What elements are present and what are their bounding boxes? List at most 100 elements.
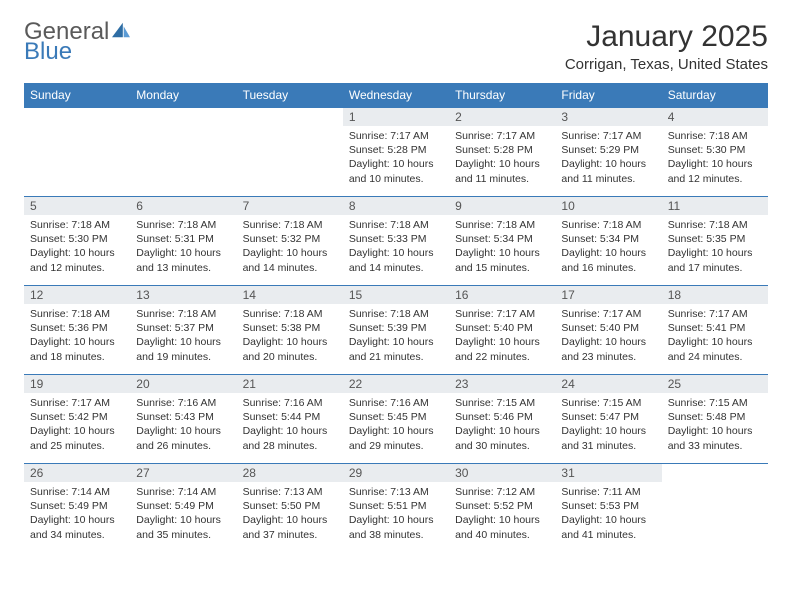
calendar-cell: 27Sunrise: 7:14 AMSunset: 5:49 PMDayligh… xyxy=(130,464,236,553)
calendar-cell: 10Sunrise: 7:18 AMSunset: 5:34 PMDayligh… xyxy=(555,197,661,286)
day-number: 4 xyxy=(662,108,768,126)
day-number: 30 xyxy=(449,464,555,482)
day-number: 25 xyxy=(662,375,768,393)
calendar-cell: 9Sunrise: 7:18 AMSunset: 5:34 PMDaylight… xyxy=(449,197,555,286)
day-content: Sunrise: 7:18 AMSunset: 5:30 PMDaylight:… xyxy=(662,126,768,190)
day-number: 28 xyxy=(237,464,343,482)
day-number: 11 xyxy=(662,197,768,215)
calendar-week: 26Sunrise: 7:14 AMSunset: 5:49 PMDayligh… xyxy=(24,464,768,553)
logo: GeneralBlue xyxy=(24,20,132,64)
day-number: 22 xyxy=(343,375,449,393)
day-number: 29 xyxy=(343,464,449,482)
day-header: Monday xyxy=(130,83,236,108)
day-header: Friday xyxy=(555,83,661,108)
day-number: 10 xyxy=(555,197,661,215)
day-content: Sunrise: 7:12 AMSunset: 5:52 PMDaylight:… xyxy=(449,482,555,546)
day-number: 26 xyxy=(24,464,130,482)
calendar-cell: 12Sunrise: 7:18 AMSunset: 5:36 PMDayligh… xyxy=(24,286,130,375)
day-number: 17 xyxy=(555,286,661,304)
day-number: 13 xyxy=(130,286,236,304)
day-header: Wednesday xyxy=(343,83,449,108)
calendar-cell xyxy=(237,108,343,197)
day-content: Sunrise: 7:18 AMSunset: 5:36 PMDaylight:… xyxy=(24,304,130,368)
calendar-cell xyxy=(24,108,130,197)
calendar-cell: 18Sunrise: 7:17 AMSunset: 5:41 PMDayligh… xyxy=(662,286,768,375)
day-content: Sunrise: 7:18 AMSunset: 5:35 PMDaylight:… xyxy=(662,215,768,279)
calendar-cell: 14Sunrise: 7:18 AMSunset: 5:38 PMDayligh… xyxy=(237,286,343,375)
day-content: Sunrise: 7:16 AMSunset: 5:45 PMDaylight:… xyxy=(343,393,449,457)
day-number: 7 xyxy=(237,197,343,215)
day-content: Sunrise: 7:16 AMSunset: 5:43 PMDaylight:… xyxy=(130,393,236,457)
calendar-cell: 28Sunrise: 7:13 AMSunset: 5:50 PMDayligh… xyxy=(237,464,343,553)
day-number: 9 xyxy=(449,197,555,215)
day-number: 14 xyxy=(237,286,343,304)
day-content: Sunrise: 7:18 AMSunset: 5:32 PMDaylight:… xyxy=(237,215,343,279)
day-number: 5 xyxy=(24,197,130,215)
day-number: 31 xyxy=(555,464,661,482)
calendar-cell: 17Sunrise: 7:17 AMSunset: 5:40 PMDayligh… xyxy=(555,286,661,375)
day-content: Sunrise: 7:16 AMSunset: 5:44 PMDaylight:… xyxy=(237,393,343,457)
day-number: 24 xyxy=(555,375,661,393)
location: Corrigan, Texas, United States xyxy=(565,56,768,73)
day-content: Sunrise: 7:15 AMSunset: 5:48 PMDaylight:… xyxy=(662,393,768,457)
calendar-cell: 30Sunrise: 7:12 AMSunset: 5:52 PMDayligh… xyxy=(449,464,555,553)
header: GeneralBlue January 2025 Corrigan, Texas… xyxy=(24,20,768,73)
calendar-cell: 25Sunrise: 7:15 AMSunset: 5:48 PMDayligh… xyxy=(662,375,768,464)
calendar-cell: 24Sunrise: 7:15 AMSunset: 5:47 PMDayligh… xyxy=(555,375,661,464)
day-number: 23 xyxy=(449,375,555,393)
calendar-cell: 15Sunrise: 7:18 AMSunset: 5:39 PMDayligh… xyxy=(343,286,449,375)
day-content: Sunrise: 7:17 AMSunset: 5:28 PMDaylight:… xyxy=(449,126,555,190)
calendar-cell: 11Sunrise: 7:18 AMSunset: 5:35 PMDayligh… xyxy=(662,197,768,286)
day-header: Thursday xyxy=(449,83,555,108)
day-content: Sunrise: 7:18 AMSunset: 5:31 PMDaylight:… xyxy=(130,215,236,279)
day-content: Sunrise: 7:17 AMSunset: 5:29 PMDaylight:… xyxy=(555,126,661,190)
day-content: Sunrise: 7:11 AMSunset: 5:53 PMDaylight:… xyxy=(555,482,661,546)
day-content: Sunrise: 7:18 AMSunset: 5:37 PMDaylight:… xyxy=(130,304,236,368)
day-number: 18 xyxy=(662,286,768,304)
calendar-cell: 4Sunrise: 7:18 AMSunset: 5:30 PMDaylight… xyxy=(662,108,768,197)
calendar-cell xyxy=(662,464,768,553)
day-header: Tuesday xyxy=(237,83,343,108)
calendar-cell: 8Sunrise: 7:18 AMSunset: 5:33 PMDaylight… xyxy=(343,197,449,286)
calendar-week: 12Sunrise: 7:18 AMSunset: 5:36 PMDayligh… xyxy=(24,286,768,375)
day-number: 3 xyxy=(555,108,661,126)
day-content: Sunrise: 7:17 AMSunset: 5:42 PMDaylight:… xyxy=(24,393,130,457)
day-number: 20 xyxy=(130,375,236,393)
day-content: Sunrise: 7:17 AMSunset: 5:40 PMDaylight:… xyxy=(449,304,555,368)
calendar-cell: 31Sunrise: 7:11 AMSunset: 5:53 PMDayligh… xyxy=(555,464,661,553)
logo-sail-icon xyxy=(110,21,132,39)
day-number: 12 xyxy=(24,286,130,304)
day-number: 1 xyxy=(343,108,449,126)
day-number: 15 xyxy=(343,286,449,304)
day-content: Sunrise: 7:18 AMSunset: 5:38 PMDaylight:… xyxy=(237,304,343,368)
day-content: Sunrise: 7:18 AMSunset: 5:33 PMDaylight:… xyxy=(343,215,449,279)
day-content: Sunrise: 7:15 AMSunset: 5:47 PMDaylight:… xyxy=(555,393,661,457)
calendar-cell: 19Sunrise: 7:17 AMSunset: 5:42 PMDayligh… xyxy=(24,375,130,464)
calendar-cell: 7Sunrise: 7:18 AMSunset: 5:32 PMDaylight… xyxy=(237,197,343,286)
day-content: Sunrise: 7:18 AMSunset: 5:39 PMDaylight:… xyxy=(343,304,449,368)
calendar-cell: 3Sunrise: 7:17 AMSunset: 5:29 PMDaylight… xyxy=(555,108,661,197)
day-content: Sunrise: 7:13 AMSunset: 5:51 PMDaylight:… xyxy=(343,482,449,546)
calendar-cell: 5Sunrise: 7:18 AMSunset: 5:30 PMDaylight… xyxy=(24,197,130,286)
day-content: Sunrise: 7:18 AMSunset: 5:30 PMDaylight:… xyxy=(24,215,130,279)
month-title: January 2025 xyxy=(565,20,768,54)
day-content: Sunrise: 7:15 AMSunset: 5:46 PMDaylight:… xyxy=(449,393,555,457)
day-content: Sunrise: 7:17 AMSunset: 5:28 PMDaylight:… xyxy=(343,126,449,190)
day-content: Sunrise: 7:18 AMSunset: 5:34 PMDaylight:… xyxy=(555,215,661,279)
day-number: 6 xyxy=(130,197,236,215)
day-header: Sunday xyxy=(24,83,130,108)
calendar-cell xyxy=(130,108,236,197)
day-number: 2 xyxy=(449,108,555,126)
calendar-cell: 16Sunrise: 7:17 AMSunset: 5:40 PMDayligh… xyxy=(449,286,555,375)
calendar-cell: 20Sunrise: 7:16 AMSunset: 5:43 PMDayligh… xyxy=(130,375,236,464)
day-content: Sunrise: 7:14 AMSunset: 5:49 PMDaylight:… xyxy=(130,482,236,546)
day-content: Sunrise: 7:17 AMSunset: 5:41 PMDaylight:… xyxy=(662,304,768,368)
day-number: 8 xyxy=(343,197,449,215)
calendar-cell: 2Sunrise: 7:17 AMSunset: 5:28 PMDaylight… xyxy=(449,108,555,197)
calendar-cell: 1Sunrise: 7:17 AMSunset: 5:28 PMDaylight… xyxy=(343,108,449,197)
calendar-cell: 6Sunrise: 7:18 AMSunset: 5:31 PMDaylight… xyxy=(130,197,236,286)
day-content: Sunrise: 7:13 AMSunset: 5:50 PMDaylight:… xyxy=(237,482,343,546)
calendar-cell: 23Sunrise: 7:15 AMSunset: 5:46 PMDayligh… xyxy=(449,375,555,464)
day-number: 21 xyxy=(237,375,343,393)
day-content: Sunrise: 7:18 AMSunset: 5:34 PMDaylight:… xyxy=(449,215,555,279)
